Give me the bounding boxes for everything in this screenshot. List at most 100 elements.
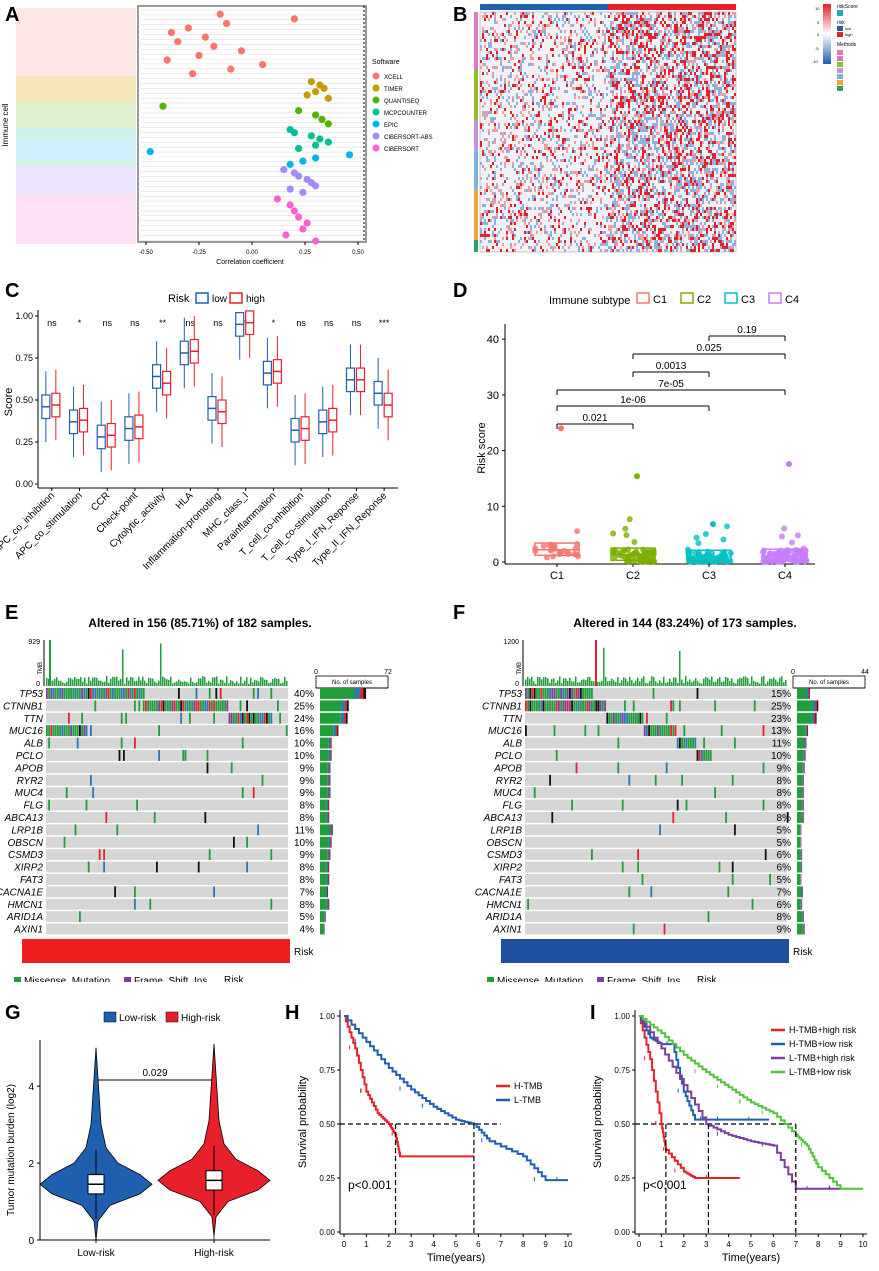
heat-cell [640,21,642,24]
heat-cell [664,111,666,114]
legend-label: high [246,294,265,305]
heat-cell [590,111,592,114]
heat-cell [524,12,526,15]
heat-cell [490,42,492,45]
heat-cell [678,162,680,165]
ytick-label: 10 [487,501,499,513]
heat-cell [548,219,550,222]
heat-cell [490,219,492,222]
heat-cell [650,207,652,210]
heat-cell [656,171,658,174]
panel-d-boxes [532,425,810,564]
heat-cell [654,93,656,96]
heat-cell [670,135,672,138]
heat-cell [540,21,542,24]
heat-cell [666,219,668,222]
heat-cell [646,243,648,246]
heat-cell [714,54,716,57]
heat-cell [628,12,630,15]
heat-cell [550,87,552,90]
heat-cell [688,30,690,33]
heat-cell [484,117,486,120]
heat-cell [682,78,684,81]
heat-cell [508,81,510,84]
heat-cell [610,144,612,147]
heat-cell [628,237,630,240]
heat-cell [514,84,516,87]
heat-cell [532,90,534,93]
heat-cell [638,177,640,180]
heat-cell [524,180,526,183]
heat-cell [700,150,702,153]
heat-cell [596,192,598,195]
heat-cell [728,228,730,231]
heat-cell [690,228,692,231]
heat-cell [692,78,694,81]
heat-cell [658,15,660,18]
method-key [837,74,843,79]
heat-cell [724,120,726,123]
heat-cell [562,231,564,234]
heat-cell [506,231,508,234]
heat-cell [480,192,482,195]
heat-cell [566,204,568,207]
heat-cell [568,108,570,111]
heat-cell [734,60,736,63]
heat-cell [622,36,624,39]
heat-cell [668,204,670,207]
heat-cell [586,96,588,99]
heat-cell [520,186,522,189]
jitter-point [541,543,547,549]
heat-cell [484,15,486,18]
heat-cell [570,84,572,87]
heat-cell [514,135,516,138]
heat-cell [666,129,668,132]
signif-label: ns [47,318,57,328]
heat-cell [580,45,582,48]
heat-cell [654,105,656,108]
heat-cell [676,243,678,246]
heat-cell [728,30,730,33]
heat-cell [714,84,716,87]
heat-cell [666,99,668,102]
heat-cell [680,171,682,174]
heat-cell [538,48,540,51]
heat-cell [538,219,540,222]
heat-cell [596,153,598,156]
heat-cell [636,21,638,24]
heat-cell [662,174,664,177]
heat-cell [694,156,696,159]
heat-cell [654,237,656,240]
heat-cell [728,120,730,123]
heat-cell [574,78,576,81]
heat-cell [562,111,564,114]
heat-cell [686,177,688,180]
heat-cell [610,249,612,252]
heat-cell [526,174,528,177]
heat-cell [496,54,498,57]
heat-cell [730,180,732,183]
heat-cell [548,129,550,132]
heat-cell [656,75,658,78]
heat-cell [484,45,486,48]
method-strip [474,240,478,252]
heat-cell [590,129,592,132]
heat-cell [706,231,708,234]
heat-cell [640,120,642,123]
heat-cell [528,24,530,27]
heat-cell [540,213,542,216]
heat-cell [510,57,512,60]
heat-cell [724,51,726,54]
heat-cell [610,39,612,42]
heat-cell [642,168,644,171]
heat-cell [642,186,644,189]
heat-cell [684,138,686,141]
heat-cell [616,78,618,81]
heat-cell [580,183,582,186]
heat-cell [646,159,648,162]
heat-cell [570,234,572,237]
heat-cell [480,48,482,51]
heat-cell [626,36,628,39]
heat-cell [668,42,670,45]
heat-cell [730,153,732,156]
